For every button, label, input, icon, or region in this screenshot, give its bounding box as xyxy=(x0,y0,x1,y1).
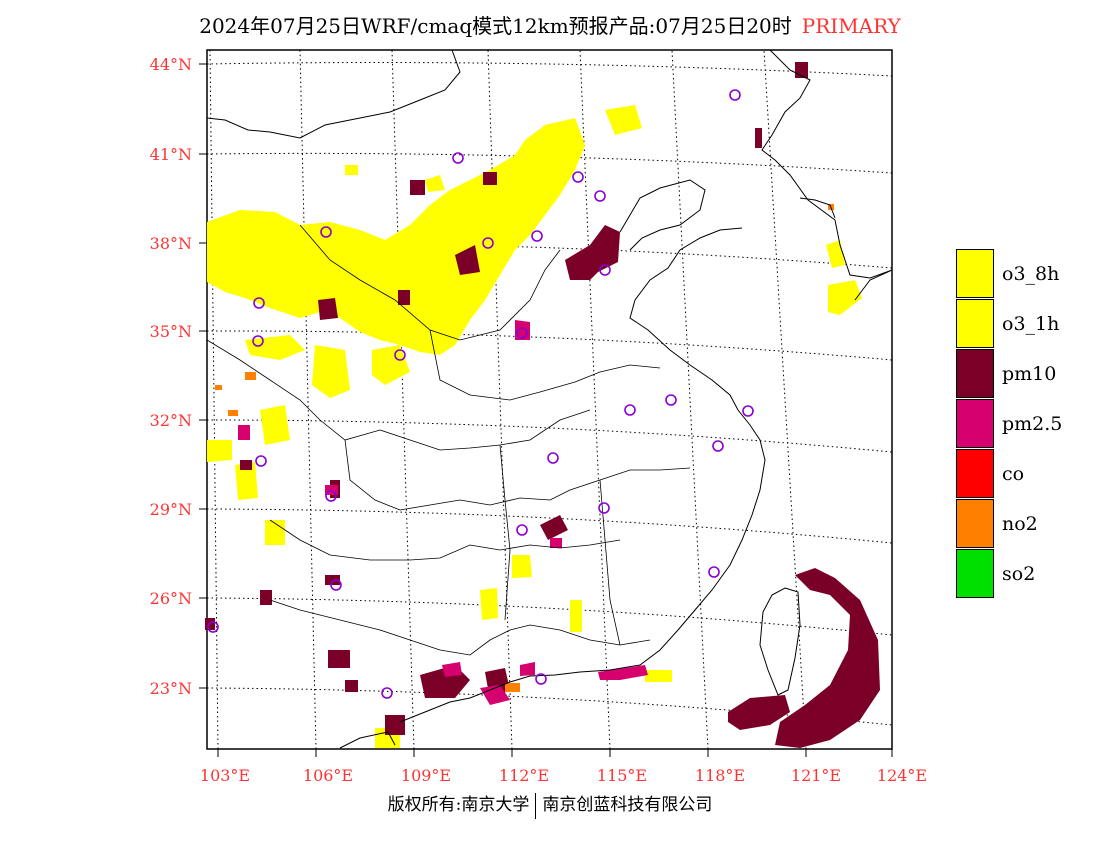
pollutant-legend: o3_8h o3_1h pm10 pm2.5 co no2 so2 xyxy=(956,249,1062,599)
province-lines xyxy=(206,224,691,656)
title-tag: PRIMARY xyxy=(801,14,901,38)
lat-line-26 xyxy=(206,597,893,636)
lon-label: 109°E xyxy=(401,766,451,785)
chart-title: 2024年07月25日WRF/cmaq模式12km预报产品:07月25日20时 P… xyxy=(0,10,1100,39)
footer-right: 南京创蓝科技有限公司 xyxy=(542,795,713,815)
lon-label: 115°E xyxy=(597,766,647,785)
lat-label: 41°N xyxy=(150,145,192,164)
northeast-border xyxy=(761,49,893,279)
station-marker xyxy=(599,264,611,276)
boundaries xyxy=(206,49,893,749)
station-marker xyxy=(252,335,264,347)
station-marker xyxy=(742,405,754,417)
station-marker xyxy=(624,404,636,416)
lat-label: 38°N xyxy=(150,234,192,253)
lon-label: 103°E xyxy=(200,766,250,785)
lon-label: 121°E xyxy=(791,766,841,785)
copyright-footer: 版权所有:南京大学 南京创蓝科技有限公司 xyxy=(0,790,1100,819)
lon-label: 106°E xyxy=(303,766,353,785)
coastline xyxy=(399,227,893,723)
lat-line-29 xyxy=(206,508,893,544)
station-marker xyxy=(381,687,393,699)
lat-label: 26°N xyxy=(150,589,192,608)
station-marker xyxy=(598,502,610,514)
station-marker xyxy=(665,394,677,406)
northern-border xyxy=(206,49,461,139)
bohai-coast xyxy=(619,179,706,251)
lat-line-38 xyxy=(206,242,893,269)
lat-labels: 44°N 41°N 38°N 35°N 32°N 29°N 26°N 23°N xyxy=(150,55,192,698)
legend-label: co xyxy=(1002,463,1025,485)
footer-left: 版权所有:南京大学 xyxy=(387,795,530,815)
legend-swatch xyxy=(956,499,994,548)
korea-border xyxy=(799,197,836,219)
station-marker xyxy=(535,673,547,685)
axis-ticks xyxy=(199,63,893,757)
legend-row: pm10 xyxy=(956,349,1062,399)
lon-label: 124°E xyxy=(877,766,927,785)
lat-line-32 xyxy=(206,419,893,453)
station-marker xyxy=(482,237,494,249)
station-marker xyxy=(320,226,332,238)
footer-divider xyxy=(535,792,537,819)
station-marker xyxy=(516,327,528,339)
legend-label: so2 xyxy=(1002,563,1036,585)
lat-line-23 xyxy=(206,687,893,726)
station-marker xyxy=(394,349,406,361)
station-marker xyxy=(729,89,741,101)
legend-row: o3_8h xyxy=(956,249,1062,299)
legend-row: so2 xyxy=(956,549,1062,599)
legend-label: o3_1h xyxy=(1002,313,1060,335)
legend-label: pm2.5 xyxy=(1002,413,1063,435)
lon-labels: 103°E 106°E 109°E 112°E 115°E 118°E 121°… xyxy=(200,766,927,785)
legend-swatch xyxy=(956,399,994,448)
lat-line-35 xyxy=(206,330,893,361)
station-marker xyxy=(516,524,528,536)
station-marker xyxy=(325,490,337,502)
legend-label: no2 xyxy=(1002,513,1038,535)
legend-swatch xyxy=(956,349,994,398)
lat-label: 23°N xyxy=(150,679,192,698)
legend-swatch xyxy=(956,299,994,348)
station-marker xyxy=(253,297,265,309)
legend-swatch xyxy=(956,449,994,498)
no2-field xyxy=(215,204,834,692)
legend-row: o3_1h xyxy=(956,299,1062,349)
station-marker xyxy=(452,152,464,164)
station-marker xyxy=(547,452,559,464)
lon-label: 118°E xyxy=(695,766,745,785)
legend-row: no2 xyxy=(956,499,1062,549)
title-main: 2024年07月25日WRF/cmaq模式12km预报产品:07月25日20时 xyxy=(199,14,792,38)
legend-row: pm2.5 xyxy=(956,399,1062,449)
station-marker xyxy=(708,566,720,578)
lat-label: 35°N xyxy=(150,322,192,341)
legend-label: pm10 xyxy=(1002,363,1057,385)
hainan xyxy=(339,731,396,749)
lat-label: 44°N xyxy=(150,55,192,74)
legend-swatch xyxy=(956,549,994,598)
station-marker xyxy=(572,171,584,183)
lat-label: 29°N xyxy=(150,500,192,519)
station-marker xyxy=(207,621,219,633)
taiwan xyxy=(759,587,801,696)
station-marker xyxy=(712,440,724,452)
legend-label: o3_8h xyxy=(1002,263,1060,285)
station-markers xyxy=(207,89,754,699)
station-marker xyxy=(255,455,267,467)
station-marker xyxy=(330,579,342,591)
lon-label: 112°E xyxy=(499,766,549,785)
lat-label: 32°N xyxy=(150,411,192,430)
lat-line-44 xyxy=(206,62,893,77)
legend-row: co xyxy=(956,449,1062,499)
station-marker xyxy=(594,190,606,202)
station-marker xyxy=(531,230,543,242)
legend-swatch xyxy=(956,249,994,298)
